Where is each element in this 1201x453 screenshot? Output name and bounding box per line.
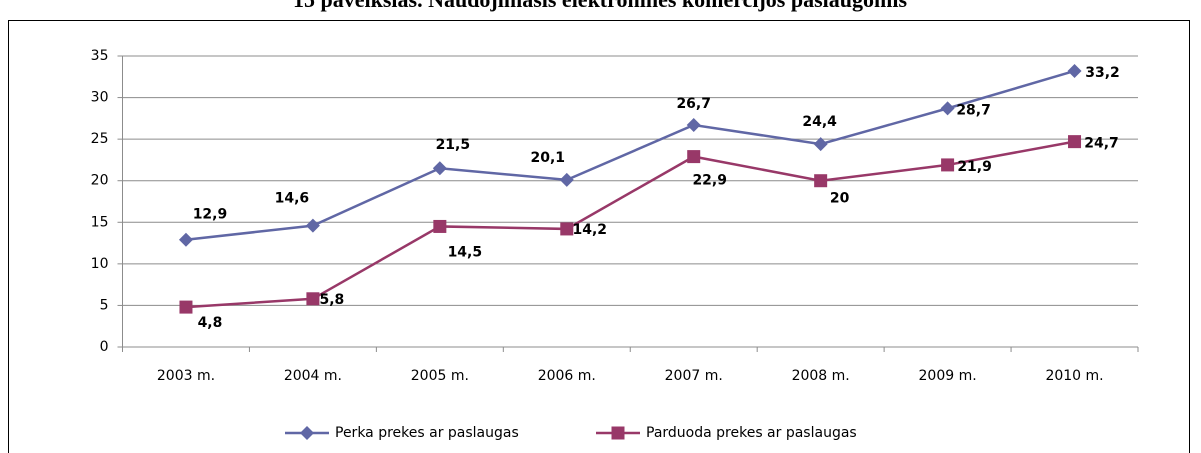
- data-label: 12,9: [193, 207, 228, 223]
- y-tick-label: 10: [91, 256, 109, 272]
- x-tick-label: 2010 m.: [1045, 368, 1103, 384]
- data-label: 21,5: [436, 137, 471, 153]
- data-point: [179, 300, 193, 314]
- series-line: [185, 69, 1075, 241]
- x-tick-label: 2006 m.: [538, 368, 596, 384]
- data-point: [178, 232, 193, 247]
- data-label: 14,2: [573, 222, 608, 238]
- legend-label: Perka prekes ar paslaugas: [335, 425, 519, 441]
- data-point: [1067, 63, 1082, 78]
- y-tick-label: 20: [91, 173, 109, 189]
- data-point: [940, 101, 955, 116]
- data-point: [813, 137, 828, 152]
- data-label: 22,9: [692, 173, 727, 189]
- x-tick-label: 2005 m.: [411, 368, 469, 384]
- x-tick-label: 2003 m.: [157, 368, 215, 384]
- y-tick-label: 30: [91, 90, 109, 106]
- legend-marker: [611, 426, 625, 440]
- data-point: [686, 118, 701, 133]
- data-point: [306, 292, 320, 306]
- data-label: 20: [830, 191, 850, 207]
- data-label: 33,2: [1085, 65, 1120, 81]
- y-tick-label: 35: [91, 48, 109, 64]
- x-tick-label: 2007 m.: [665, 368, 723, 384]
- y-tick-label: 0: [100, 339, 109, 355]
- legend-label: Parduoda prekes ar paslaugas: [646, 425, 857, 441]
- data-label: 24,4: [802, 114, 837, 130]
- chart-frame: [8, 20, 1190, 453]
- data-point: [432, 161, 447, 176]
- data-label: 20,1: [531, 150, 566, 166]
- x-tick-label: 2008 m.: [792, 368, 850, 384]
- data-label: 24,7: [1084, 136, 1119, 152]
- data-label: 4,8: [198, 315, 223, 331]
- data-point: [687, 150, 701, 164]
- data-label: 21,9: [957, 159, 992, 175]
- data-label: 14,5: [448, 244, 483, 260]
- data-label: 14,6: [275, 191, 310, 207]
- legend-marker: [300, 426, 314, 440]
- data-label: 26,7: [676, 96, 711, 112]
- data-point: [559, 172, 574, 187]
- chart-title: 15 paveikslas. Naudojimasis elektroninės…: [293, 0, 907, 12]
- data-label: 28,7: [956, 102, 991, 118]
- x-tick-label: 2004 m.: [284, 368, 342, 384]
- x-tick-label: 2009 m.: [919, 368, 977, 384]
- data-point: [560, 222, 574, 236]
- series-line: [185, 140, 1075, 309]
- data-label: 5,8: [320, 292, 345, 308]
- y-tick-label: 15: [91, 214, 109, 230]
- y-tick-label: 25: [91, 131, 109, 147]
- data-point: [1068, 135, 1082, 149]
- y-tick-label: 5: [100, 297, 109, 313]
- data-point: [941, 158, 955, 172]
- data-point: [814, 174, 828, 188]
- data-point: [305, 218, 320, 233]
- data-point: [433, 219, 447, 233]
